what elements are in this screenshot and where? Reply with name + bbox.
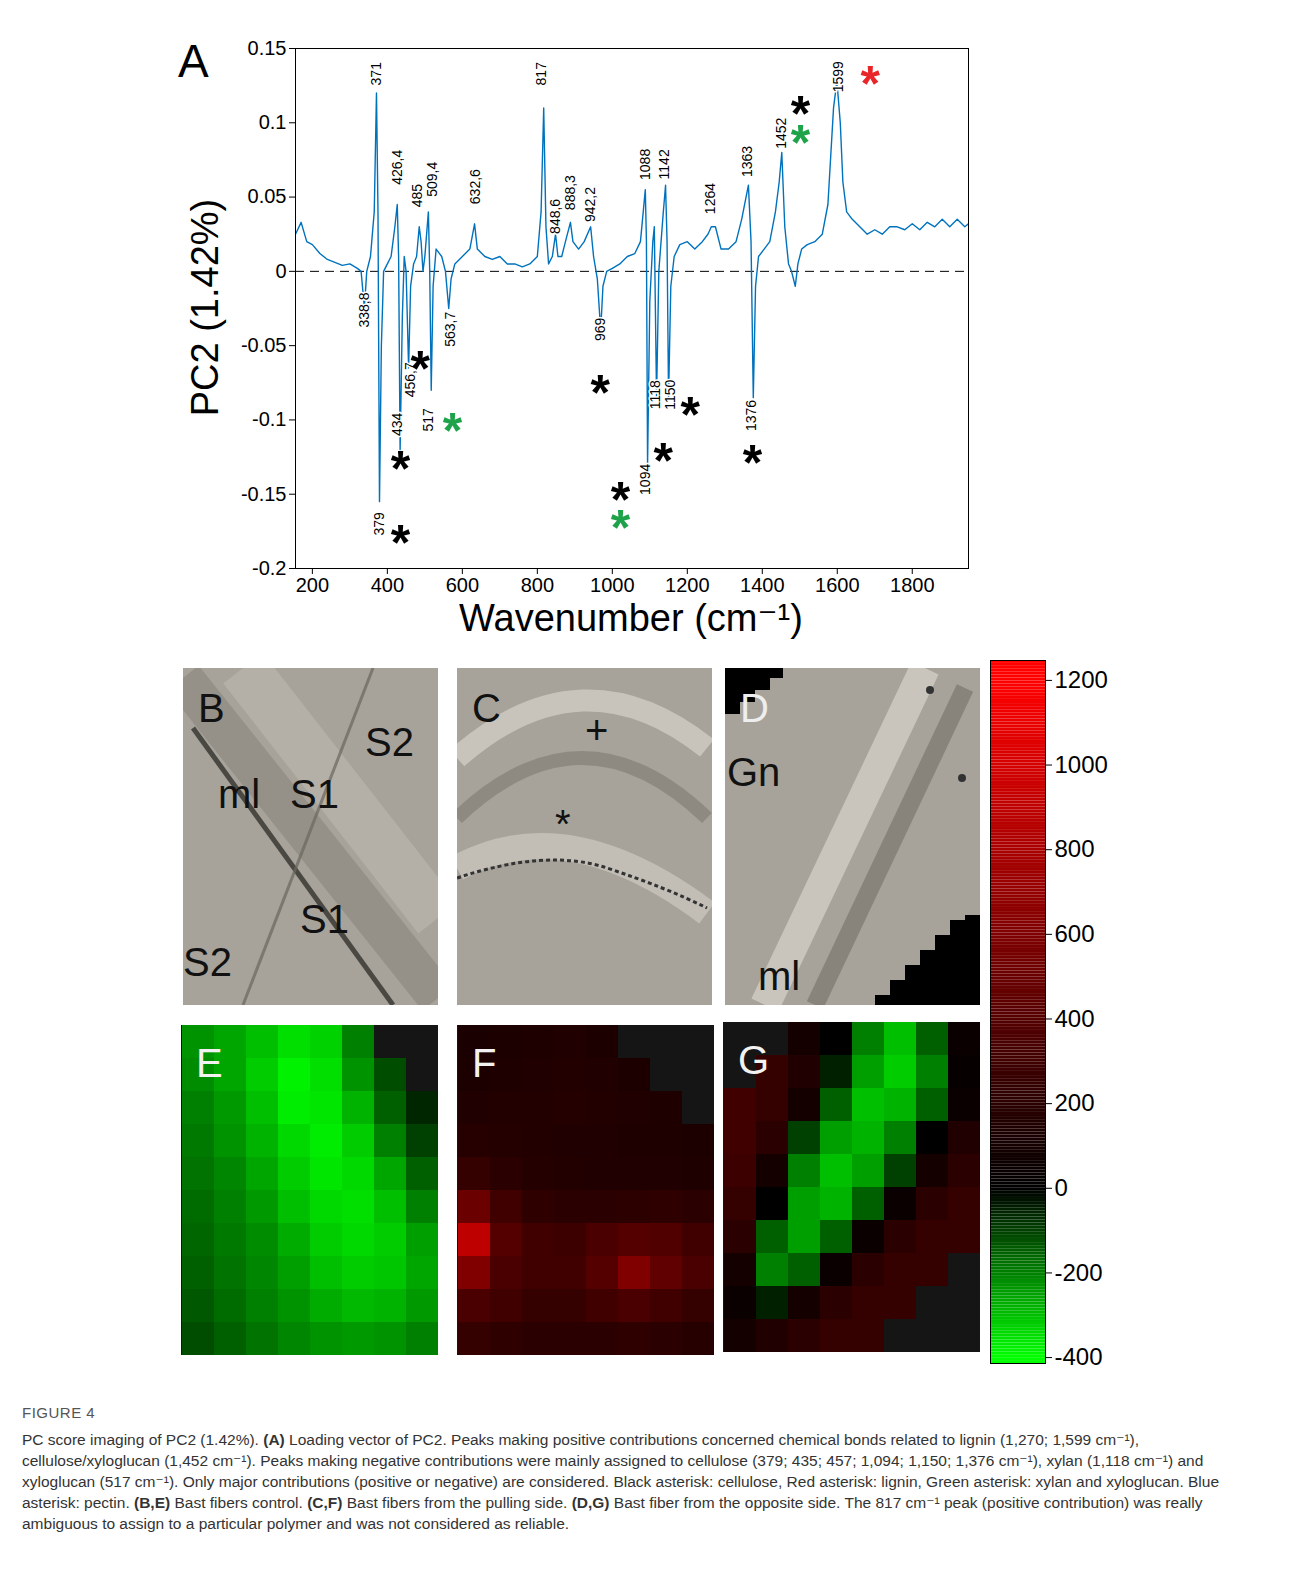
svg-text:1142: 1142 — [656, 149, 672, 179]
svg-text:800: 800 — [521, 574, 554, 596]
svg-text:*: * — [391, 441, 411, 497]
svg-text:S2: S2 — [183, 940, 232, 984]
svg-text:426,4: 426,4 — [389, 150, 405, 185]
svg-text:*: * — [555, 802, 571, 846]
svg-text:1088: 1088 — [637, 149, 653, 180]
svg-text:-400: -400 — [1055, 1343, 1103, 1370]
svg-text:400: 400 — [371, 574, 404, 596]
svg-text:1452: 1452 — [773, 117, 789, 148]
svg-text:-200: -200 — [1055, 1259, 1103, 1286]
html-text:PC score imaging of PC2 (1.42%: PC score imaging of PC2 (1.42%). (A) Loa… — [22, 1431, 1220, 1532]
html-text:F: F — [472, 1041, 497, 1085]
svg-text:1599: 1599 — [830, 61, 846, 92]
svg-text:600: 600 — [446, 574, 479, 596]
svg-text:371: 371 — [368, 62, 384, 86]
html-text:Wavenumber (cm⁻¹): Wavenumber (cm⁻¹) — [459, 597, 803, 639]
svg-text:848,6: 848,6 — [547, 199, 563, 234]
svg-text:942,2: 942,2 — [582, 187, 598, 222]
svg-text:1376: 1376 — [743, 400, 759, 431]
svg-text:1000: 1000 — [1055, 751, 1108, 778]
svg-text:-0.05: -0.05 — [241, 334, 287, 356]
svg-text:563,7: 563,7 — [442, 312, 458, 347]
svg-text:ml: ml — [218, 772, 260, 816]
svg-text:*: * — [443, 403, 463, 459]
svg-text:S2: S2 — [365, 720, 414, 764]
svg-text:S1: S1 — [290, 772, 339, 816]
svg-text:0: 0 — [1055, 1174, 1068, 1201]
html-text:B: B — [198, 686, 225, 730]
svg-text:485: 485 — [409, 184, 425, 208]
svg-text:*: * — [611, 500, 631, 556]
svg-text:0: 0 — [275, 260, 286, 282]
svg-text:400: 400 — [1055, 1005, 1095, 1032]
svg-text:ml: ml — [758, 954, 800, 998]
svg-text:509,4: 509,4 — [424, 162, 440, 197]
svg-text:0.1: 0.1 — [259, 111, 287, 133]
svg-text:338,8: 338,8 — [356, 292, 372, 327]
svg-text:*: * — [791, 115, 811, 171]
svg-text:200: 200 — [1055, 1089, 1095, 1116]
svg-text:1094: 1094 — [637, 464, 653, 495]
svg-text:-0.2: -0.2 — [252, 557, 286, 579]
html-text:A: A — [178, 35, 209, 87]
svg-text:0.05: 0.05 — [248, 185, 287, 207]
svg-text:1264: 1264 — [702, 183, 718, 214]
html-text:E: E — [196, 1041, 223, 1085]
svg-text:*: * — [743, 435, 763, 491]
svg-text:200: 200 — [296, 574, 329, 596]
html-text:D: D — [740, 686, 769, 730]
svg-text:*: * — [861, 56, 881, 112]
html-text:G: G — [738, 1038, 770, 1082]
svg-text:-0.15: -0.15 — [241, 483, 287, 505]
html-text:C: C — [472, 686, 501, 730]
svg-text:*: * — [654, 433, 674, 489]
html-text:PC2 (1.42%): PC2 (1.42%) — [183, 198, 226, 417]
svg-text:1800: 1800 — [890, 574, 935, 596]
svg-text:Gn: Gn — [727, 750, 780, 794]
svg-text:1200: 1200 — [1055, 666, 1108, 693]
svg-text:969: 969 — [592, 317, 608, 341]
svg-text:+: + — [585, 708, 608, 752]
svg-text:1600: 1600 — [815, 574, 860, 596]
svg-text:632,6: 632,6 — [467, 169, 483, 204]
svg-text:0.15: 0.15 — [248, 37, 287, 59]
svg-text:1000: 1000 — [590, 574, 635, 596]
svg-text:S1: S1 — [300, 897, 349, 941]
svg-text:-0.1: -0.1 — [252, 408, 286, 430]
svg-text:1118: 1118 — [647, 380, 663, 409]
html-text:FIGURE 4: FIGURE 4 — [22, 1404, 96, 1421]
svg-text:1200: 1200 — [665, 574, 710, 596]
svg-text:800: 800 — [1055, 835, 1095, 862]
svg-text:*: * — [391, 515, 411, 571]
svg-text:*: * — [681, 387, 701, 443]
svg-text:600: 600 — [1055, 920, 1095, 947]
svg-text:517: 517 — [420, 408, 436, 432]
svg-text:817: 817 — [533, 62, 549, 86]
svg-text:434: 434 — [389, 412, 405, 436]
svg-text:*: * — [591, 365, 611, 421]
svg-text:1150: 1150 — [662, 379, 678, 409]
svg-text:*: * — [411, 341, 431, 397]
svg-text:1363: 1363 — [739, 146, 755, 177]
svg-text:379: 379 — [371, 512, 387, 536]
svg-text:888,3: 888,3 — [562, 175, 578, 210]
svg-text:1400: 1400 — [740, 574, 785, 596]
